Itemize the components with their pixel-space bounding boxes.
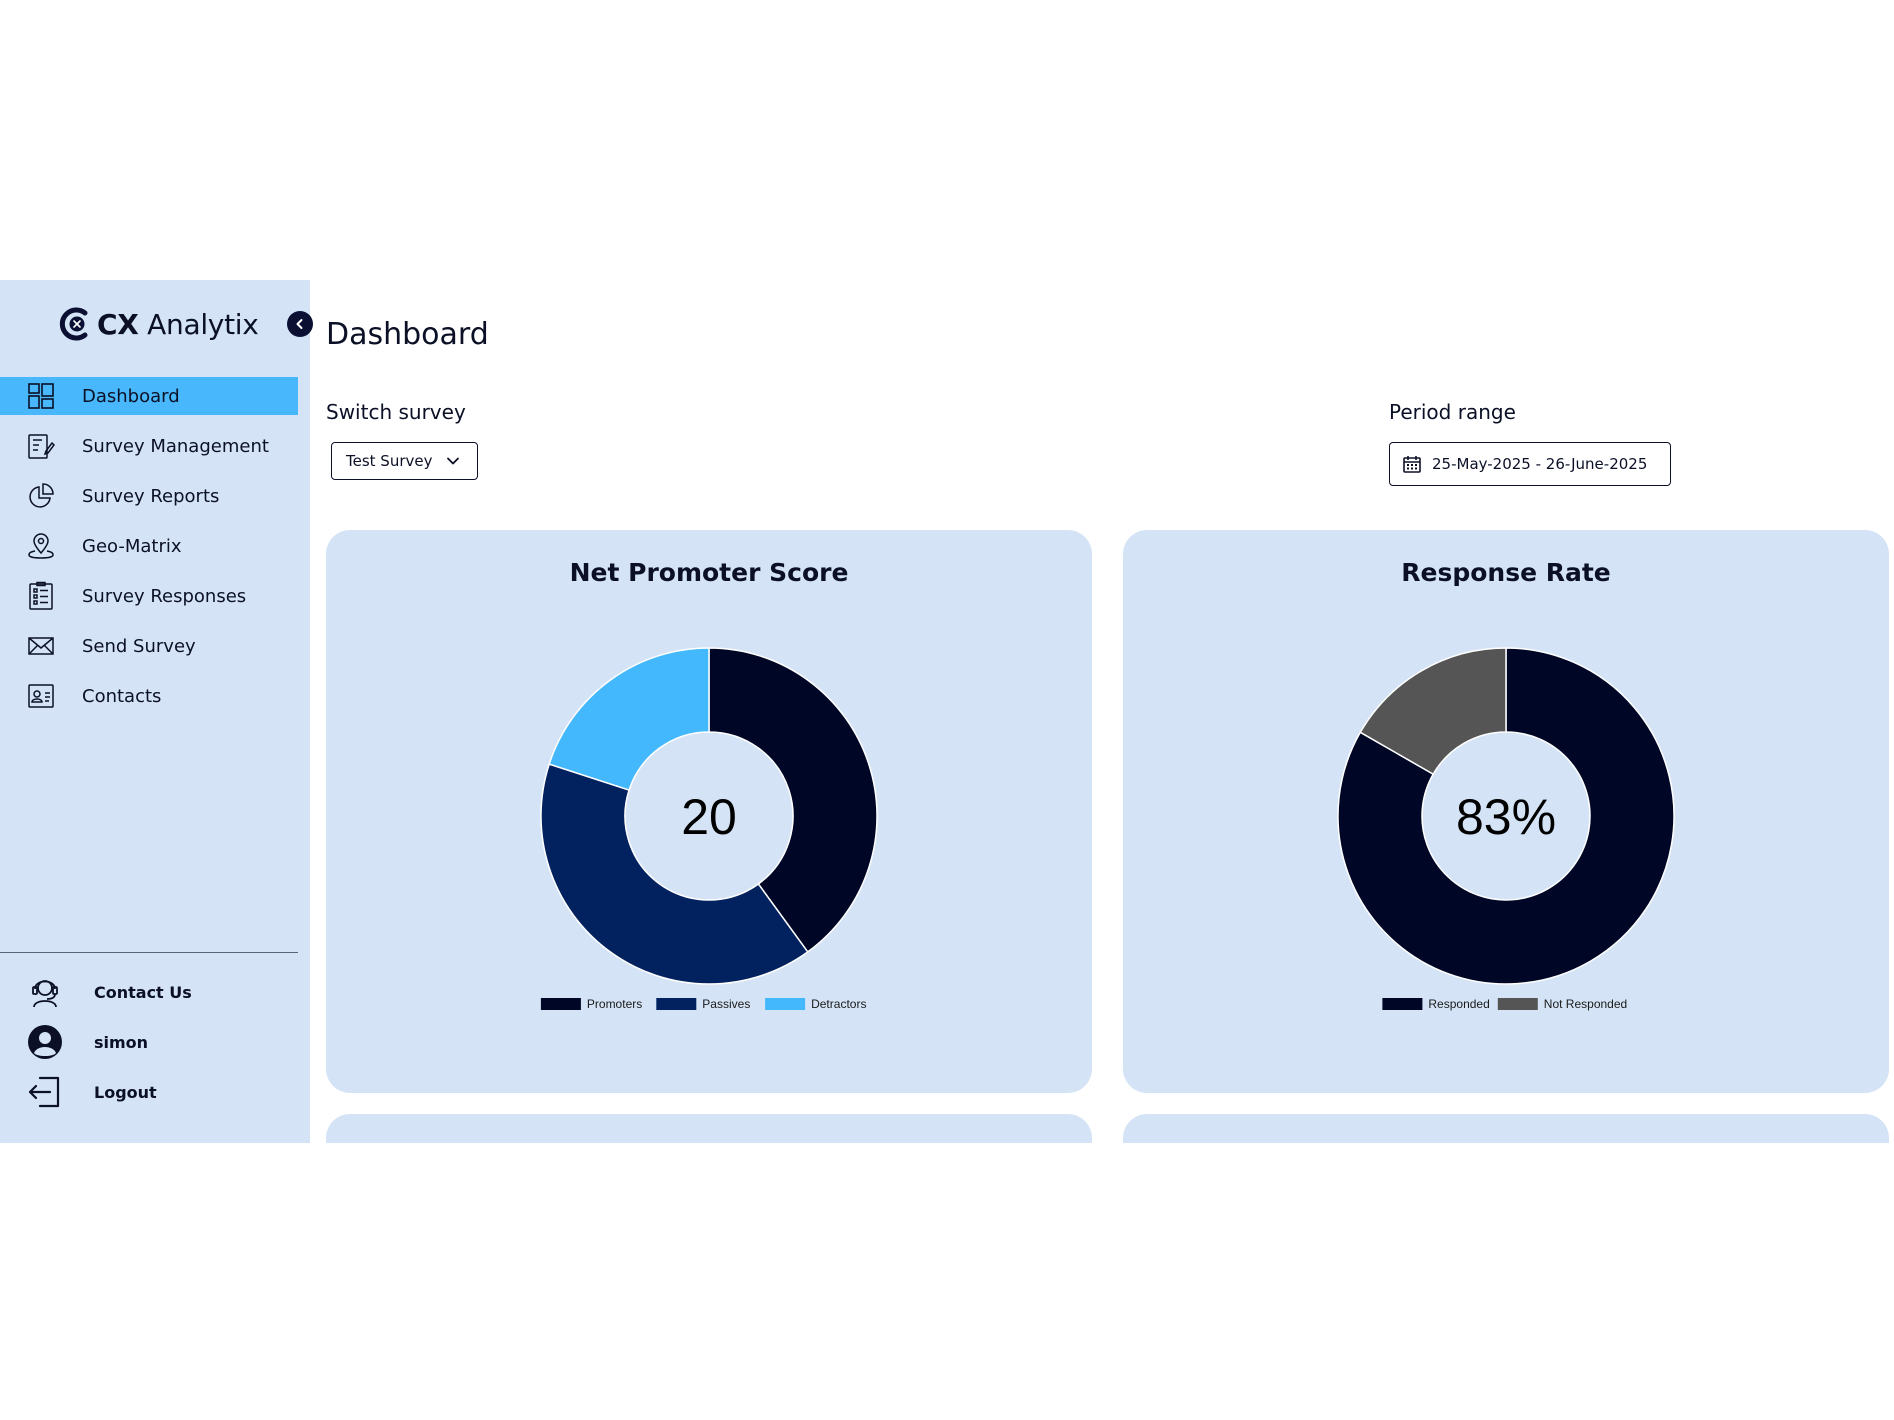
sidebar-item-survey-management[interactable]: Survey Management [0, 427, 298, 465]
survey-select-value: Test Survey [346, 452, 433, 470]
sidebar-item-label: Contacts [82, 685, 162, 707]
calendar-icon [1403, 456, 1421, 473]
brand-name-bold: CX [97, 307, 139, 341]
user-name: simon [94, 1032, 149, 1052]
nps-card-title: Net Promoter Score [569, 558, 849, 587]
sidebar-item-label: Send Survey [82, 635, 196, 657]
legend-label[interactable]: Passives [702, 997, 750, 1011]
sidebar-item-contacts[interactable]: Contacts [0, 677, 298, 715]
legend-label[interactable]: Detractors [811, 997, 866, 1011]
collapse-sidebar-button[interactable] [287, 311, 313, 337]
brand-logo[interactable]: CX Analytix [58, 302, 259, 346]
sidebar-item-label: Survey Reports [82, 485, 220, 507]
contact-card-icon [28, 684, 54, 708]
response-rate-card-title: Response Rate [1401, 558, 1611, 587]
donut-slice-detractors[interactable] [548, 647, 710, 791]
date-range-value: 25-May-2025 - 26-June-2025 [1432, 455, 1648, 473]
logout-label: Logout [94, 1082, 157, 1102]
period-range-label: Period range [1389, 400, 1516, 424]
legend-swatch[interactable] [656, 998, 697, 1010]
donut-slice-passives[interactable] [540, 763, 809, 985]
sidebar-item-label: Survey Responses [82, 585, 247, 607]
avatar-icon [28, 1025, 62, 1059]
donut-slice-not-responded[interactable] [1359, 647, 1507, 776]
legend-swatch[interactable] [540, 998, 581, 1010]
sidebar-item-label: Survey Management [82, 435, 269, 457]
brand-name-light: Analytix [147, 307, 259, 341]
user-profile[interactable]: simon [26, 1022, 298, 1062]
legend-label[interactable]: Promoters [587, 997, 642, 1011]
logout-icon [28, 1076, 60, 1108]
support-agent-icon [32, 980, 58, 1008]
dashboard-icon [28, 383, 54, 409]
donut-slice-responded[interactable] [1337, 647, 1675, 985]
sidebar-nav: Dashboard Survey Management Survey Repor… [0, 377, 298, 727]
response-rate-card: Response Rate 83% Responded Not Responded [1123, 530, 1889, 1093]
sidebar-item-label: Geo-Matrix [82, 535, 182, 557]
map-pin-icon [28, 533, 54, 559]
sidebar-item-label: Dashboard [82, 385, 180, 407]
sidebar-divider [0, 952, 298, 953]
legend-swatch[interactable] [765, 998, 806, 1010]
date-range-picker[interactable]: 25-May-2025 - 26-June-2025 [1389, 442, 1671, 486]
sidebar-item-dashboard[interactable]: Dashboard [0, 377, 298, 415]
legend-label[interactable]: Not Responded [1544, 997, 1627, 1011]
contact-us-link[interactable]: Contact Us [26, 972, 298, 1012]
envelope-icon [28, 637, 54, 655]
survey-management-icon [28, 434, 55, 459]
sidebar: CX Analytix Dashboard Survey Management [0, 280, 313, 1143]
sidebar-item-send-survey[interactable]: Send Survey [0, 627, 298, 665]
legend-swatch[interactable] [1382, 998, 1423, 1010]
pie-chart-icon [29, 483, 54, 508]
chevron-left-icon [296, 319, 303, 329]
lower-card-right [1123, 1114, 1889, 1143]
nps-card: Net Promoter Score 20 Promoters Passives De… [326, 530, 1092, 1093]
survey-select[interactable]: Test Survey [331, 442, 478, 480]
nps-donut-chart: 20 Promoters Passives Detractors [540, 647, 878, 1011]
checklist-icon [29, 581, 53, 610]
legend-label[interactable]: Responded [1428, 997, 1489, 1011]
donut-center-value: 20 [681, 789, 737, 845]
page-title: Dashboard [326, 317, 489, 352]
brand-name: CX Analytix [97, 308, 259, 341]
sidebar-item-survey-reports[interactable]: Survey Reports [0, 477, 298, 515]
donut-center-value: 83% [1456, 789, 1556, 845]
logout-button[interactable]: Logout [26, 1072, 298, 1112]
lower-card-left [326, 1114, 1092, 1143]
logo-icon [59, 307, 88, 341]
response-rate-donut-chart: 83% Responded Not Responded [1337, 647, 1675, 1011]
sidebar-item-geo-matrix[interactable]: Geo-Matrix [0, 527, 298, 565]
donut-slice-promoters[interactable] [708, 647, 878, 953]
contact-us-label: Contact Us [94, 982, 192, 1002]
app-window: CX Analytix Dashboard Survey Management [0, 280, 1894, 1143]
legend-swatch[interactable] [1497, 998, 1538, 1010]
switch-survey-label: Switch survey [326, 400, 466, 424]
sidebar-item-survey-responses[interactable]: Survey Responses [0, 577, 298, 615]
chevron-down-icon [447, 457, 460, 465]
